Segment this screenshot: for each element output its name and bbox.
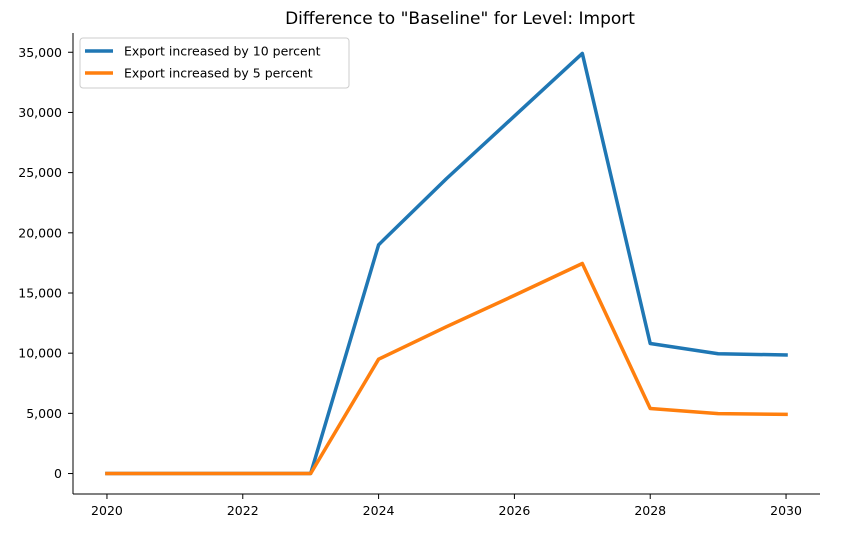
- series-lines: [105, 51, 788, 476]
- y-tick-label: 25,000: [18, 165, 62, 180]
- x-tick-label: 2026: [499, 503, 531, 518]
- legend-box: [79, 37, 350, 89]
- axes: 2020 2022 2024 2026 2028 2030 0 5,000 10,000 15,0…: [18, 33, 820, 518]
- x-tick-label: 2020: [91, 503, 123, 518]
- y-tick-label: 30,000: [18, 105, 62, 120]
- legend-label-1: Export increased by 10 percent: [124, 44, 321, 59]
- y-tick-label: 5,000: [26, 406, 62, 421]
- y-tick-label: 0: [54, 466, 62, 481]
- legend-label-2: Export increased by 5 percent: [124, 66, 313, 81]
- chart-title: Difference to "Baseline" for Level: Impo…: [285, 9, 635, 29]
- y-tick-label: 10,000: [18, 346, 62, 361]
- x-tick-label: 2022: [227, 503, 259, 518]
- y-tick-label: 15,000: [18, 285, 62, 300]
- series-line-2: [105, 261, 788, 476]
- legend: Export increased by 10 percent Export inc…: [79, 37, 350, 89]
- x-tick-label: 2028: [634, 503, 666, 518]
- y-tick-label: 20,000: [18, 225, 62, 240]
- x-tick-label: 2030: [770, 503, 802, 518]
- y-tick-label: 35,000: [18, 45, 62, 60]
- x-tick-label: 2024: [363, 503, 395, 518]
